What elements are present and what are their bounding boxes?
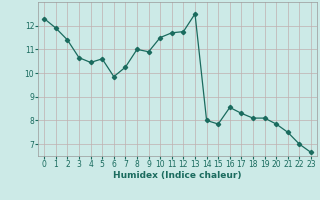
X-axis label: Humidex (Indice chaleur): Humidex (Indice chaleur) xyxy=(113,171,242,180)
